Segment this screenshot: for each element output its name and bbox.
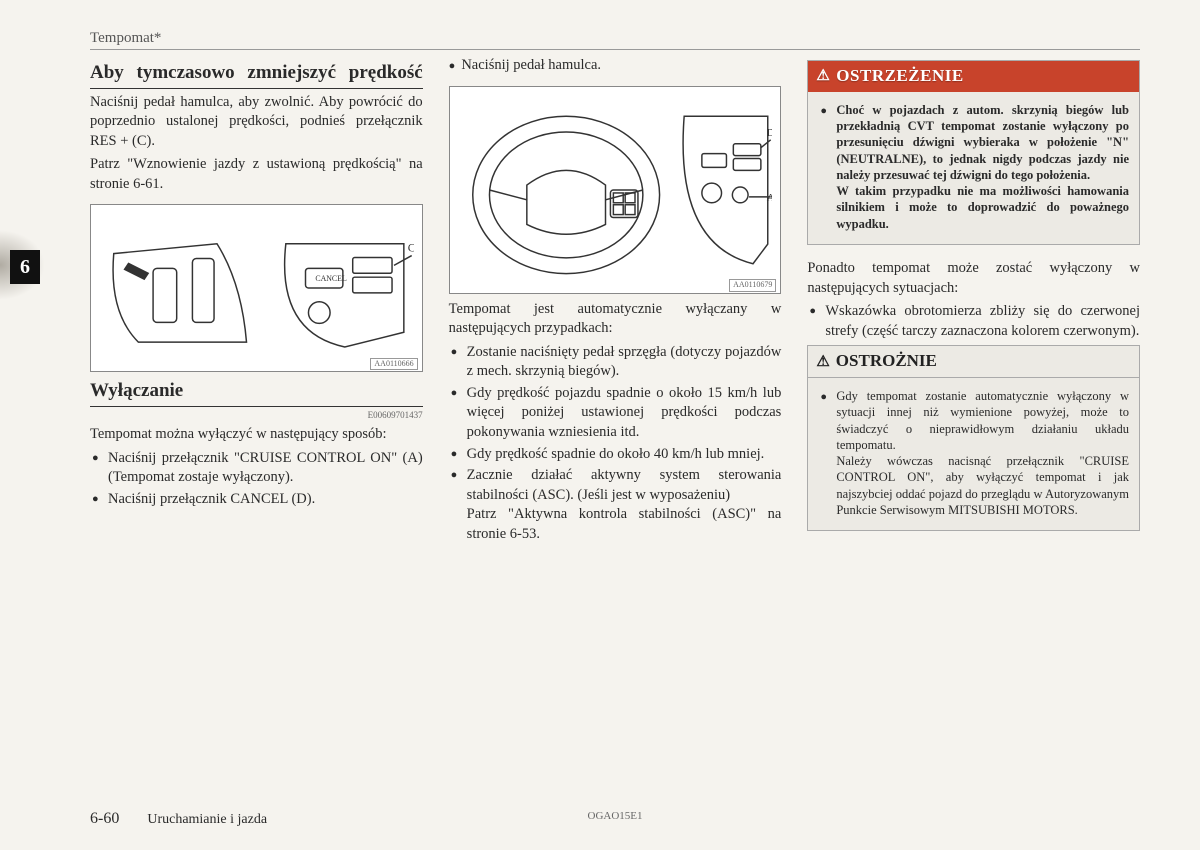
more-off-b1: Wskazówka obrotomierza zbliży się do cze… bbox=[825, 302, 1140, 341]
caution-b2: Należy wówczas nacisnąć przełącznik "CRU… bbox=[836, 454, 1129, 517]
caution-icon: ⚠ bbox=[816, 352, 829, 372]
para-off: Tempomat można wyłączyć w następujący sp… bbox=[90, 425, 423, 445]
label-a: A bbox=[766, 191, 772, 203]
warning-bullet: Choć w pojazdach z autom. skrzynią biegó… bbox=[836, 102, 1129, 232]
auto-b3: Gdy prędkość spadnie do około 40 km/h lu… bbox=[467, 445, 782, 465]
warning-box: ⚠ OSTRZEŻENIE Choć w pojazdach z autom. … bbox=[807, 60, 1140, 245]
column-2: ● Naciśnij pedał hamulca. bbox=[449, 56, 782, 548]
off-bullet-1: Naciśnij przełącznik "CRUISE CONTROL ON"… bbox=[108, 449, 423, 488]
para-reduce: Naciśnij pedał hamulca, aby zwolnić. Aby… bbox=[90, 93, 423, 152]
warning-b1: Choć w pojazdach z autom. skrzynią biegó… bbox=[836, 103, 1129, 182]
para-auto-off: Tempomat jest automatycznie wyłączany w … bbox=[449, 300, 782, 339]
heading-reduce-speed: Aby tymczasowo zmniejszyć prędkość bbox=[90, 60, 423, 89]
caution-body: Gdy tempomat zostanie automatycznie wyłą… bbox=[808, 378, 1139, 530]
para-reduce-ref: Patrz "Wznowienie jazdy z ustawioną pręd… bbox=[90, 155, 423, 194]
warning-body: Choć w pojazdach z autom. skrzynią biegó… bbox=[808, 92, 1139, 244]
heading-off-code: E00609701437 bbox=[90, 409, 423, 421]
page-footer: 6-60 Uruchamianie i jazda OGAO15E1 bbox=[90, 810, 1140, 828]
content-columns: Aby tymczasowo zmniejszyć prędkość Naciś… bbox=[90, 56, 1140, 548]
warning-b1b: W takim przypadku nie ma możliwości hamo… bbox=[836, 184, 1129, 231]
caution-box: ⚠ OSTROŻNIE Gdy tempomat zostanie automa… bbox=[807, 345, 1140, 531]
running-head: Tempomat* bbox=[90, 30, 1140, 50]
lead-brake-text: Naciśnij pedał hamulca. bbox=[461, 56, 601, 76]
column-3: ⚠ OSTRZEŻENIE Choć w pojazdach z autom. … bbox=[807, 56, 1140, 548]
pedals-diagram: CANCEL C bbox=[99, 213, 414, 363]
label-c: C bbox=[408, 241, 414, 255]
cancel-label: CANCEL bbox=[315, 275, 347, 284]
auto-off-bullets: Zostanie naciśnięty pedał sprzęgła (doty… bbox=[449, 343, 782, 545]
auto-b1: Zostanie naciśnięty pedał sprzęgła (doty… bbox=[467, 343, 782, 382]
more-off-bullets: Wskazówka obrotomierza zbliży się do cze… bbox=[807, 302, 1140, 341]
bullet-icon: ● bbox=[449, 59, 456, 76]
caution-bullet: Gdy tempomat zostanie automatycznie wyłą… bbox=[836, 388, 1129, 518]
off-bullet-2: Naciśnij przełącznik CANCEL (D). bbox=[108, 490, 423, 510]
steering-diagram: D A bbox=[458, 95, 773, 285]
figure-pedals-switch: CANCEL C AA0110666 bbox=[90, 204, 423, 372]
auto-b4-ref: Patrz "Aktywna kontrola stabilności (ASC… bbox=[467, 506, 782, 542]
caution-title: OSTROŻNIE bbox=[836, 350, 937, 373]
caution-header: ⚠ OSTROŻNIE bbox=[808, 346, 1139, 378]
footer-section: Uruchamianie i jazda bbox=[147, 812, 267, 828]
figure-steering: D A AA0110679 bbox=[449, 86, 782, 294]
heading-off: Wyłączanie bbox=[90, 378, 423, 407]
page-container: Tempomat* Aby tymczasowo zmniejszyć pręd… bbox=[0, 0, 1200, 850]
doc-code: OGAO15E1 bbox=[588, 810, 643, 822]
para-more-off: Ponadto tempomat może zostać wyłączony w… bbox=[807, 259, 1140, 298]
auto-b4-text: Zacznie działać aktywny system sterowani… bbox=[467, 467, 782, 503]
figure1-code: AA0110666 bbox=[370, 358, 417, 371]
auto-b4: Zacznie działać aktywny system sterowani… bbox=[467, 466, 782, 544]
label-d: D bbox=[766, 126, 772, 138]
column-1: Aby tymczasowo zmniejszyć prędkość Naciś… bbox=[90, 56, 423, 548]
figure2-code: AA0110679 bbox=[729, 279, 776, 292]
warning-icon: ⚠ bbox=[816, 66, 830, 86]
lead-brake: ● Naciśnij pedał hamulca. bbox=[449, 56, 782, 76]
warning-header: ⚠ OSTRZEŻENIE bbox=[808, 61, 1139, 92]
auto-b2: Gdy prędkość pojazdu spadnie o około 15 … bbox=[467, 384, 782, 443]
page-number: 6-60 bbox=[90, 810, 119, 828]
warning-title: OSTRZEŻENIE bbox=[836, 65, 963, 88]
off-bullets: Naciśnij przełącznik "CRUISE CONTROL ON"… bbox=[90, 449, 423, 510]
caution-b1: Gdy tempomat zostanie automatycznie wyłą… bbox=[836, 389, 1129, 452]
